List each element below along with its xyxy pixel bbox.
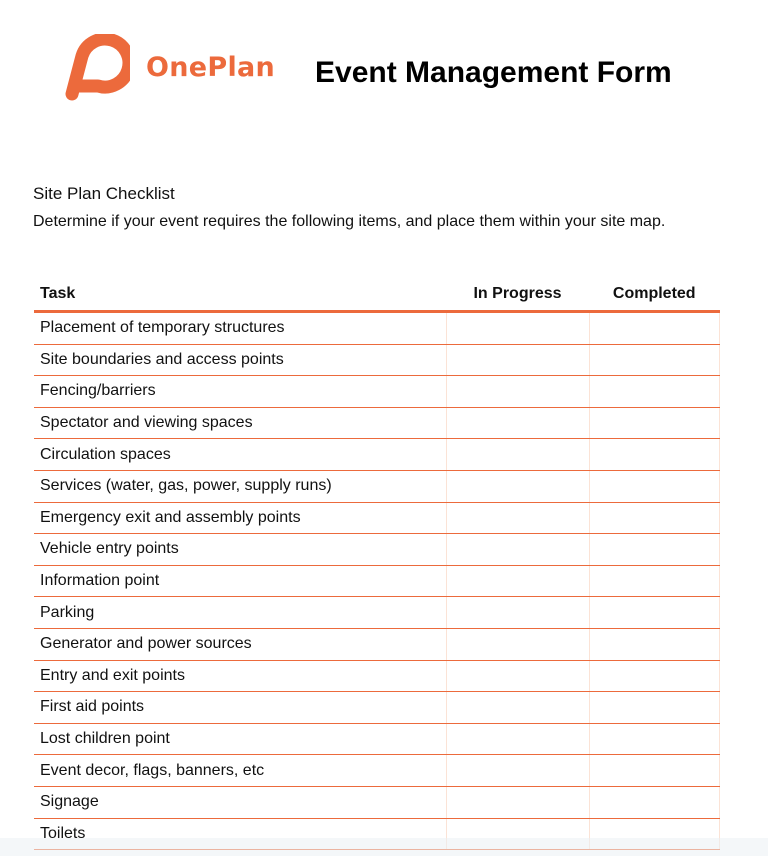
table-row: Information point xyxy=(34,565,720,598)
in-progress-cell[interactable] xyxy=(445,533,589,566)
completed-cell[interactable] xyxy=(588,691,720,724)
header-completed: Completed xyxy=(589,280,720,313)
in-progress-cell[interactable] xyxy=(445,311,589,345)
brand-name: OnePlan xyxy=(146,52,276,83)
table-row: First aid points xyxy=(34,691,720,724)
in-progress-cell[interactable] xyxy=(445,628,589,661)
in-progress-cell[interactable] xyxy=(445,470,589,503)
in-progress-cell[interactable] xyxy=(445,407,589,440)
table-row: Toilets xyxy=(34,818,720,851)
table-row: Placement of temporary structures xyxy=(34,311,720,345)
table-row: Signage xyxy=(34,786,720,819)
oneplan-logo-icon xyxy=(65,34,130,101)
task-label: Event decor, flags, banners, etc xyxy=(34,754,446,787)
completed-cell[interactable] xyxy=(588,502,720,535)
in-progress-cell[interactable] xyxy=(445,723,589,756)
task-label: Parking xyxy=(34,596,446,629)
table-row: Parking xyxy=(34,596,720,629)
completed-cell[interactable] xyxy=(588,786,720,819)
task-label: First aid points xyxy=(34,691,446,724)
task-label: Site boundaries and access points xyxy=(34,344,446,377)
checklist-table: Task In Progress Completed Placement of … xyxy=(34,280,720,851)
task-label: Generator and power sources xyxy=(34,628,446,661)
in-progress-cell[interactable] xyxy=(445,596,589,629)
section-title: Site Plan Checklist xyxy=(33,184,175,203)
table-row: Event decor, flags, banners, etc xyxy=(34,754,720,787)
completed-cell[interactable] xyxy=(588,533,720,566)
completed-cell[interactable] xyxy=(588,470,720,503)
table-row: Fencing/barriers xyxy=(34,375,720,408)
in-progress-cell[interactable] xyxy=(445,438,589,471)
completed-cell[interactable] xyxy=(588,628,720,661)
in-progress-cell[interactable] xyxy=(445,565,589,598)
completed-cell[interactable] xyxy=(588,754,720,787)
completed-cell[interactable] xyxy=(588,565,720,598)
completed-cell[interactable] xyxy=(588,407,720,440)
table-row: Emergency exit and assembly points xyxy=(34,502,720,535)
task-label: Services (water, gas, power, supply runs… xyxy=(34,470,446,503)
task-label: Spectator and viewing spaces xyxy=(34,407,446,440)
table-row: Circulation spaces xyxy=(34,438,720,471)
completed-cell[interactable] xyxy=(588,723,720,756)
completed-cell[interactable] xyxy=(588,344,720,377)
in-progress-cell[interactable] xyxy=(445,818,589,851)
in-progress-cell[interactable] xyxy=(445,754,589,787)
task-label: Circulation spaces xyxy=(34,438,446,471)
task-label: Signage xyxy=(34,786,446,819)
header-in-progress: In Progress xyxy=(446,280,589,313)
section-description: Determine if your event requires the fol… xyxy=(33,213,666,230)
in-progress-cell[interactable] xyxy=(445,502,589,535)
completed-cell[interactable] xyxy=(588,818,720,851)
task-label: Vehicle entry points xyxy=(34,533,446,566)
table-row: Entry and exit points xyxy=(34,660,720,693)
task-label: Information point xyxy=(34,565,446,598)
header-task: Task xyxy=(34,280,446,313)
task-label: Lost children point xyxy=(34,723,446,756)
table-header-row: Task In Progress Completed xyxy=(34,280,720,313)
in-progress-cell[interactable] xyxy=(445,660,589,693)
table-row: Generator and power sources xyxy=(34,628,720,661)
in-progress-cell[interactable] xyxy=(445,786,589,819)
task-label: Placement of temporary structures xyxy=(34,311,446,345)
in-progress-cell[interactable] xyxy=(445,691,589,724)
task-label: Toilets xyxy=(34,818,446,851)
in-progress-cell[interactable] xyxy=(445,375,589,408)
completed-cell[interactable] xyxy=(588,375,720,408)
table-row: Lost children point xyxy=(34,723,720,756)
task-label: Fencing/barriers xyxy=(34,375,446,408)
table-row: Spectator and viewing spaces xyxy=(34,407,720,440)
completed-cell[interactable] xyxy=(588,596,720,629)
page-title: Event Management Form xyxy=(315,56,672,89)
table-row: Services (water, gas, power, supply runs… xyxy=(34,470,720,503)
table-row: Vehicle entry points xyxy=(34,533,720,566)
table-row: Site boundaries and access points xyxy=(34,344,720,377)
completed-cell[interactable] xyxy=(588,311,720,345)
completed-cell[interactable] xyxy=(588,438,720,471)
in-progress-cell[interactable] xyxy=(445,344,589,377)
task-label: Emergency exit and assembly points xyxy=(34,502,446,535)
task-label: Entry and exit points xyxy=(34,660,446,693)
completed-cell[interactable] xyxy=(588,660,720,693)
